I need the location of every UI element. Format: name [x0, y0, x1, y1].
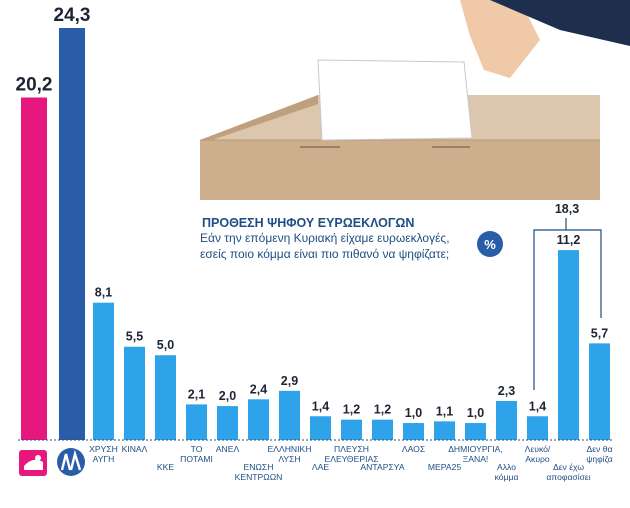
bar-9	[310, 416, 331, 440]
value-label-14: 1,0	[467, 406, 484, 420]
category-label-13: ΜΕΡΑ25	[428, 462, 461, 472]
bar-16	[527, 416, 548, 440]
category-label-16: Λευκό/Ακυρο	[525, 444, 551, 464]
bar-0	[21, 97, 47, 440]
category-label-4: ΚΚΕ	[157, 462, 174, 472]
chart-subtitle-line2: εσείς ποιο κόμμα είναι πιο πιθανό να ψηφ…	[200, 247, 449, 261]
value-label-0: 20,2	[16, 75, 53, 96]
value-label-3: 5,5	[126, 330, 143, 344]
chart-title: ΠΡΟΘΕΣΗ ΨΗΦΟΥ ΕΥΡΩΕΚΛΟΓΩΝ	[202, 216, 414, 230]
value-label-9: 1,4	[312, 399, 329, 413]
category-label-14: ΔΗΜΙΟΥΡΓΙΑ, ΞΑΝΑ!	[448, 444, 503, 464]
bar-15	[496, 401, 517, 440]
value-label-12: 1,0	[405, 406, 422, 420]
bar-13	[434, 421, 455, 440]
percent-badge-label: %	[484, 237, 496, 252]
category-label-12: ΛΑΟΣ	[402, 444, 425, 454]
value-label-5: 2,1	[188, 387, 205, 401]
value-label-13: 1,1	[436, 404, 453, 418]
value-label-1: 24,3	[54, 5, 91, 26]
value-label-17: 11,2	[557, 233, 581, 247]
chart-subtitle-line1: Εάν την επόμενη Κυριακή είχαμε ευρωεκλογ…	[200, 231, 450, 245]
bar-11	[372, 419, 393, 440]
category-label-8: ΕΛΛΗΝΙΚΗ ΛΥΣΗ	[268, 444, 312, 464]
value-label-16: 1,4	[529, 399, 546, 413]
value-label-6: 2,0	[219, 389, 236, 403]
category-label-11: ΑΝΤΑΡΣΥΑ	[360, 462, 404, 472]
value-label-2: 8,1	[95, 286, 112, 300]
category-label-15: Αλλο κόμμα	[495, 462, 519, 482]
bar-4	[155, 355, 176, 440]
category-label-7: ΕΝΩΣΗ ΚΕΝΤΡΩΩΝ	[235, 462, 283, 482]
chart-marks: 20,2 24,3 8,1 ΧΡΥΣΗ ΑΥΓΗ 5,5 ΚΙΝΑΛ 5,0 ΚΚΕ 2,1 ΤΟ Π…	[16, 5, 613, 482]
pasok-logo	[19, 450, 47, 476]
value-label-4: 5,0	[157, 338, 174, 352]
bar-6	[217, 406, 238, 440]
bar-8	[279, 390, 300, 440]
value-label-18: 5,7	[591, 326, 608, 340]
bar-7	[248, 399, 269, 440]
percent-badge	[477, 231, 503, 257]
bar-14	[465, 423, 486, 440]
undecided-bracket	[533, 218, 602, 390]
value-label-8: 2,9	[281, 374, 298, 388]
category-label-17: Δεν έχω αποφασίσει	[546, 462, 590, 482]
value-label-10: 1,2	[343, 403, 360, 417]
category-label-6: ΑΝΕΛ	[216, 444, 240, 454]
category-label-10: ΠΛΕΥΣΗ ΕΛΕΥΘΕΡΙΑΣ	[324, 444, 378, 464]
nd-logo	[57, 448, 85, 476]
bar-2	[93, 302, 114, 440]
bar-5	[186, 404, 207, 440]
bar-18	[589, 343, 610, 440]
category-label-9: ΛΑΕ	[312, 462, 329, 472]
value-label-15: 2,3	[498, 384, 515, 398]
category-label-2: ΧΡΥΣΗ ΑΥΓΗ	[89, 444, 118, 464]
bar-12	[403, 423, 424, 440]
category-label-5: ΤΟ ΠΟΤΑΜΙ	[180, 444, 213, 464]
bar-17	[558, 250, 579, 440]
value-label-11: 1,2	[374, 403, 391, 417]
bar-1	[59, 28, 85, 440]
category-label-3: ΚΙΝΑΛ	[122, 444, 148, 454]
value-label-7: 2,4	[250, 382, 267, 396]
bracket-total-label: 18,3	[555, 202, 579, 216]
bar-3	[124, 346, 145, 440]
bar-10	[341, 419, 362, 440]
ballot-box-photo	[200, 0, 630, 200]
category-label-18: Δεν θα ψηφίζα	[586, 444, 613, 464]
